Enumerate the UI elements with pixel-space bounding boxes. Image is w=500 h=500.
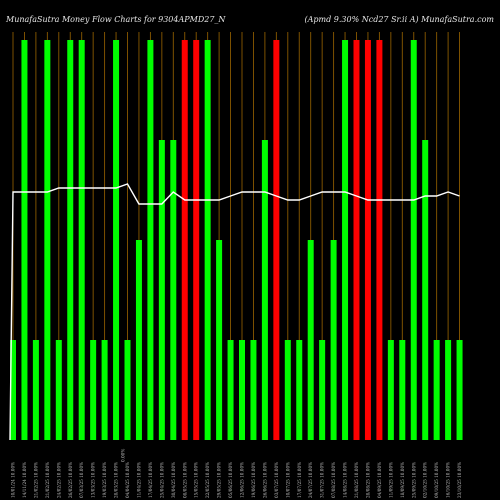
volume-bars [10, 40, 463, 440]
bar [193, 40, 200, 440]
x-tick-label: 05/06/25 10.00% [228, 462, 233, 498]
x-tick-label: 15/05/25 10.00% [194, 462, 199, 498]
bar [67, 40, 74, 440]
x-tick-label: 25/09/25 10.00% [411, 462, 416, 498]
bar [433, 340, 440, 440]
x-tick-label: 28/08/25 10.00% [365, 462, 370, 498]
x-tick-label: 10/01/24 10.00% [11, 462, 16, 498]
bar [319, 340, 326, 440]
bar [342, 40, 349, 440]
money-flow-line [9, 183, 460, 441]
bar [250, 340, 257, 440]
bar [78, 40, 85, 440]
bar [399, 340, 406, 440]
bar [21, 40, 28, 440]
x-tick-label: 14/11/24 10.00% [22, 462, 27, 498]
bar [113, 40, 120, 440]
bar [456, 340, 463, 440]
x-tick-label: 19/03/25 10.00% [102, 462, 107, 498]
bar [181, 40, 188, 440]
x-tick-label: 08/05/25 10.00% [182, 462, 187, 498]
bar [330, 240, 337, 440]
bar [170, 140, 177, 440]
x-tick-label: 07/08/25 10.00% [331, 462, 336, 498]
bar [55, 340, 62, 440]
x-tick-label: 24/02/25 10.00% [56, 462, 61, 498]
bar [239, 340, 245, 440]
bar [147, 40, 154, 440]
bar [44, 40, 51, 440]
bar [158, 140, 165, 440]
bar [364, 40, 371, 440]
x-tick-labels: 10/01/24 10.00% 14/11/24 10.00% 21/02/25 1… [11, 462, 463, 498]
x-tick-label: 14/08/25 10.00% [343, 462, 348, 498]
x-tick-label: 23/10/25 10.00% [457, 462, 462, 498]
bar [410, 40, 417, 440]
x-tick-label: 29/05/25 10.00% [217, 462, 222, 498]
x-tick-label: 28/03/25 10.00% [114, 462, 119, 498]
x-tick-label: 30/04/25 10.00% [171, 462, 176, 498]
bar [101, 340, 108, 440]
x-tick-label: 07/03/25 10.00% [79, 462, 84, 498]
x-tick-label: 11/09/25 10.00% [388, 462, 393, 498]
x-tick-label: 04/04/25 10.00% [125, 462, 130, 498]
bar [261, 140, 268, 440]
x-tick-label: 21/02/25 10.00% [45, 462, 50, 498]
x-tick-label: 31/07/25 10.00% [320, 462, 325, 498]
x-tick-label: 17/07/25 10.00% [297, 462, 302, 498]
x-tick-label: 13/03/25 10.00% [91, 462, 96, 498]
bar [445, 340, 452, 440]
bar [135, 240, 142, 440]
x-tick-label: 02/10/25 10.00% [423, 462, 428, 498]
x-tick-label: 11/04/25 10.00% [136, 462, 141, 498]
bar [204, 40, 211, 440]
x-tick-label: 26/02/25 10.00% [68, 462, 73, 498]
bar [10, 340, 16, 440]
x-tick-label: 10/07/25 10.00% [285, 462, 290, 498]
x-tick-label: 17/04/25 10.00% [148, 462, 153, 498]
bar [284, 340, 291, 440]
bar [216, 240, 223, 440]
x-tick-label: 16/10/25 10.00% [446, 462, 451, 498]
bar [307, 240, 314, 440]
x-tick-label: 19/06/25 10.00% [251, 462, 256, 498]
bar [387, 340, 394, 440]
bar [353, 40, 360, 440]
x-tick-label: 21/02/25 10.00% [33, 462, 38, 498]
x-tick-label: 25/04/25 10.00% [159, 462, 164, 498]
bar [296, 340, 303, 440]
x-tick-label: 18/09/25 10.00% [400, 462, 405, 498]
bar [273, 40, 280, 440]
marker-label: 0.00% [121, 449, 126, 462]
x-tick-label: 26/06/25 10.00% [262, 462, 267, 498]
x-tick-label: 03/07/25 10.00% [274, 462, 279, 498]
x-tick-label: 04/09/25 10.00% [377, 462, 382, 498]
bar [124, 340, 131, 440]
bar [227, 340, 234, 440]
bar [32, 340, 39, 440]
chart-subtitle: (Apmd 9.30% Ncd27 Sr.ii A) MunafaSutra.c… [305, 15, 495, 24]
x-tick-label: 12/06/25 10.00% [240, 462, 245, 498]
chart-title: MunafaSutra Money Flow Charts for 9304AP… [5, 15, 226, 24]
x-tick-label: 24/07/25 10.00% [308, 462, 313, 498]
bar [376, 40, 383, 440]
x-tick-label: 21/08/25 10.00% [354, 462, 359, 498]
bar [422, 140, 429, 440]
x-tick-label: 09/10/25 10.00% [434, 462, 439, 498]
bar [90, 340, 97, 440]
x-tick-label: 22/05/25 10.00% [205, 462, 210, 498]
